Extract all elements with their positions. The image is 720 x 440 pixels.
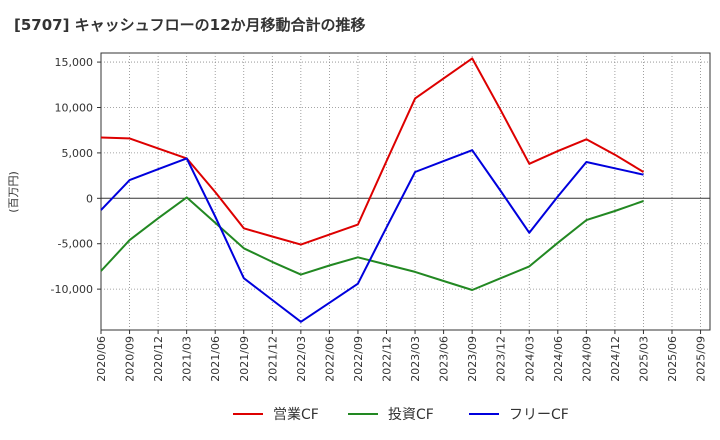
- x-tick-label: 2023/03: [409, 336, 422, 382]
- y-tick-label: 10,000: [55, 101, 94, 114]
- legend-label-投資CF: 投資CF: [388, 407, 434, 423]
- grid: [101, 53, 710, 330]
- x-axis: 2020/06 2020/09 2020/12 2021/03 2021/06 2021/…: [95, 330, 708, 382]
- x-tick-label: 2025/06: [666, 336, 679, 382]
- x-tick-label: 2020/12: [152, 336, 165, 382]
- x-tick-label: 2024/03: [523, 336, 536, 382]
- x-tick-label: 2022/06: [323, 336, 336, 382]
- y-tick-label: 5,000: [62, 147, 94, 160]
- x-tick-label: 2021/03: [181, 336, 194, 382]
- x-tick-label: 2022/03: [295, 336, 308, 382]
- series-line-営業CF: [100, 57, 645, 246]
- y-tick-label: -5,000: [58, 238, 93, 251]
- series-lines: [100, 57, 645, 323]
- x-tick-label: 2021/06: [209, 336, 222, 382]
- x-tick-label: 2024/06: [552, 336, 565, 382]
- series-line-投資CF: [100, 196, 644, 291]
- x-tick-label: 2025/09: [695, 336, 708, 382]
- x-tick-label: 2024/09: [580, 336, 593, 382]
- x-tick-label: 2020/09: [124, 336, 137, 382]
- x-tick-label: 2020/06: [95, 336, 108, 382]
- x-tick-label: 2023/09: [466, 336, 479, 382]
- x-tick-label: 2022/12: [381, 336, 394, 382]
- y-tick-label: 15,000: [55, 56, 94, 69]
- y-tick-label: -10,000: [51, 283, 93, 296]
- x-tick-label: 2023/12: [495, 336, 508, 382]
- series-line-フリーCF: [100, 149, 644, 323]
- legend-label-営業CF: 営業CF: [273, 407, 319, 423]
- legend-label-フリーCF: フリーCF: [509, 407, 569, 423]
- chart-title: [5707] キャッシュフローの12か月移動合計の推移: [14, 16, 366, 34]
- x-tick-label: 2024/12: [609, 336, 622, 382]
- y-axis: -10,000 -5,000 0 5,000 10,000 15,000: [51, 56, 101, 296]
- x-tick-label: 2023/06: [438, 336, 451, 382]
- legend: 営業CF 投資CF フリーCF: [233, 407, 569, 423]
- x-tick-label: 2021/09: [238, 336, 251, 382]
- x-tick-label: 2025/03: [637, 336, 650, 382]
- y-tick-label: 0: [86, 192, 93, 205]
- y-axis-label: (百万円): [7, 171, 20, 213]
- x-tick-label: 2021/12: [266, 336, 279, 382]
- x-tick-label: 2022/09: [352, 336, 365, 382]
